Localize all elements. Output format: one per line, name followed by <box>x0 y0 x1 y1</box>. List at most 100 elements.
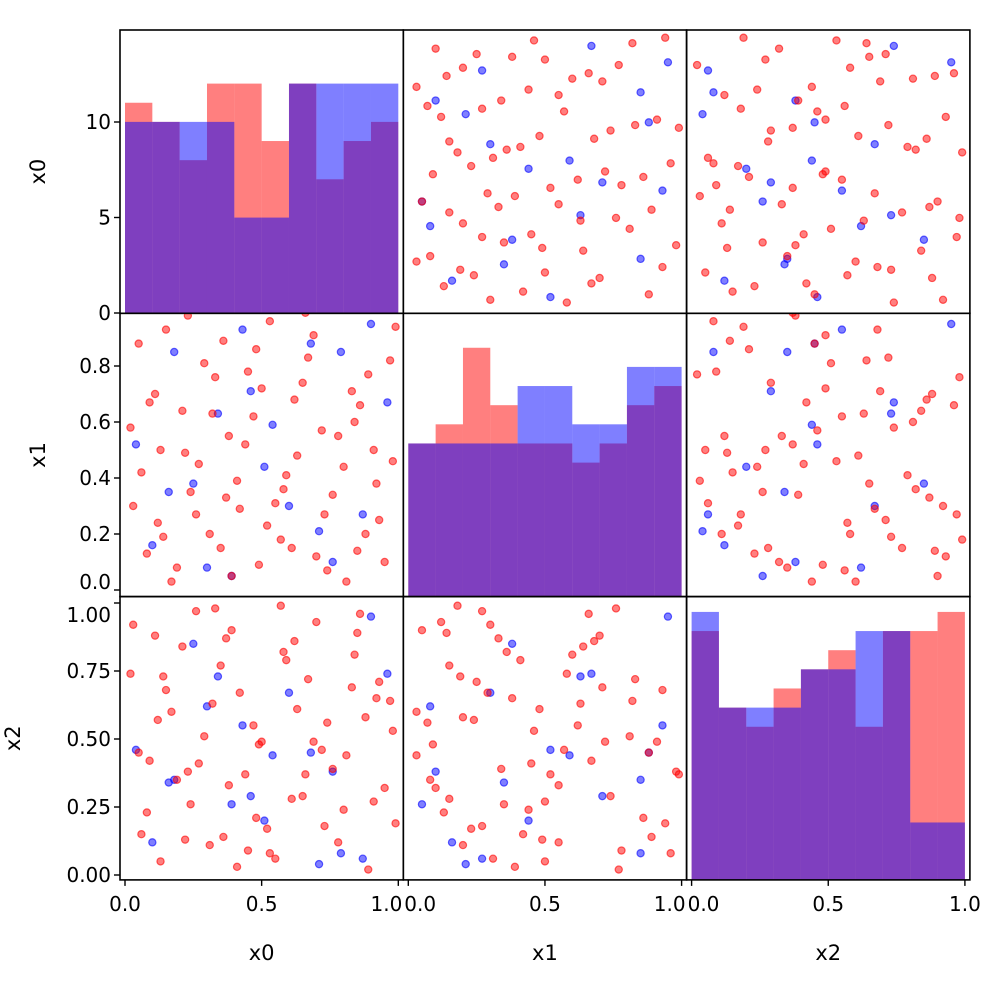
scatter-point-red <box>843 271 852 280</box>
scatter-point-red <box>483 688 492 697</box>
scatter-point-red <box>355 401 365 410</box>
scatter-point-red <box>628 696 637 706</box>
scatter-point-red <box>159 672 168 681</box>
scatter-point-red <box>658 262 667 272</box>
scatter-point-red <box>600 167 610 176</box>
x-axis-label-x1: x1 <box>532 941 558 965</box>
scatter-point-red <box>126 423 135 432</box>
scatter-point-red <box>262 824 272 833</box>
scatter-point-red <box>224 781 234 790</box>
hist-bar-blue <box>654 366 682 597</box>
scatter-point-red <box>298 378 307 387</box>
scatter-point-red <box>674 123 684 133</box>
scatter-point-blue <box>169 347 179 357</box>
scatter-point-red <box>955 213 964 223</box>
scatter-point-blue <box>477 854 487 863</box>
scatter-point-blue <box>314 527 324 536</box>
scatter-point-red <box>639 172 648 182</box>
scatter-point-red <box>497 764 506 774</box>
panel-plot-area <box>412 33 684 307</box>
scatter-point-blue <box>164 487 173 497</box>
scatter-point-red <box>221 493 231 502</box>
scatter-point-blue <box>658 721 667 730</box>
panel-plot-area <box>691 611 965 880</box>
hist-bar-blue <box>718 707 747 880</box>
scatter-point-red <box>412 82 421 92</box>
hist-bar-blue <box>343 83 371 314</box>
scatter-point-red <box>282 655 291 665</box>
scatter-point-red <box>538 243 547 253</box>
scatter-point-red <box>933 571 942 581</box>
x-axis-label-x0: x0 <box>249 941 275 965</box>
scatter-point-red <box>180 835 190 844</box>
panel-frame <box>119 312 405 598</box>
scatter-point-red <box>529 36 539 45</box>
panel-plot-area <box>126 601 400 874</box>
y-tick-label: 0.00 <box>66 863 111 887</box>
scatter-point-red <box>161 685 171 695</box>
scatter-point-red <box>739 322 748 331</box>
scatter-point-blue <box>417 800 427 809</box>
scatter-point-red <box>783 251 792 261</box>
scatter-point-red <box>276 601 285 610</box>
scatter-point-red <box>369 445 378 455</box>
scatter-point-blue <box>425 221 435 231</box>
scatter-point-red <box>292 451 302 460</box>
scatter-point-red <box>930 71 940 81</box>
y-tick-label: 0.0 <box>79 570 111 594</box>
scatter-point-red <box>666 849 675 858</box>
scatter-point-red <box>802 398 811 407</box>
scatter-point-blue <box>810 118 819 127</box>
scatter-point-red <box>442 628 451 638</box>
scatter-point-red <box>807 82 817 92</box>
scatter-point-red <box>180 448 190 457</box>
scatter-point-red <box>186 800 195 809</box>
scatter-point-red <box>347 683 357 692</box>
scatter-point-blue <box>447 276 457 285</box>
scatter-point-red <box>216 543 225 553</box>
scatter-point-red <box>497 96 506 105</box>
scatter-point-red <box>728 468 737 477</box>
scatter-point-red <box>922 395 931 404</box>
hist-bar-blue <box>490 443 518 597</box>
y-tick-label: 5 <box>98 206 111 230</box>
scatter-point-blue <box>314 859 324 869</box>
panel-x2-vs-x0 <box>119 595 405 881</box>
scatter-point-red <box>810 339 819 348</box>
hist-bar-blue <box>370 83 399 314</box>
scatter-point-red <box>527 230 536 239</box>
scatter-point-blue <box>758 197 767 206</box>
scatter-point-red <box>652 115 662 124</box>
hist-bar-blue <box>544 386 573 597</box>
scatter-point-red <box>453 148 462 157</box>
scatter-point-red <box>859 409 868 418</box>
scatter-point-red <box>425 775 435 785</box>
scatter-point-red <box>766 378 776 387</box>
hist-bar-blue <box>626 366 655 597</box>
scatter-point-red <box>251 345 261 354</box>
scatter-point-blue <box>189 479 198 488</box>
scatter-point-red <box>709 159 718 168</box>
scatter-point-red <box>350 417 359 427</box>
scatter-point-blue <box>780 487 789 497</box>
y-axis-label-x2: x2 <box>1 725 25 751</box>
scatter-point-red <box>957 535 967 544</box>
hist-bar-blue <box>691 611 719 880</box>
scatter-point-blue <box>663 58 673 67</box>
hist-bar-blue <box>179 121 207 314</box>
scatter-point-red <box>469 715 479 725</box>
panel-plot-area <box>125 83 399 314</box>
scatter-point-red <box>361 529 370 539</box>
scatter-point-red <box>458 840 468 850</box>
scatter-point-red <box>744 172 754 182</box>
scatter-point-red <box>456 672 465 681</box>
scatter-point-red <box>540 797 550 806</box>
panel-x0-vs-x2 <box>685 29 971 315</box>
hist-bar-blue <box>882 631 911 880</box>
scatter-point-blue <box>837 186 847 195</box>
scatter-point-red <box>134 748 143 757</box>
scatter-point-red <box>559 745 569 755</box>
scatter-point-red <box>412 751 421 760</box>
hist-bar-blue <box>910 822 938 880</box>
scatter-point-red <box>671 241 681 250</box>
